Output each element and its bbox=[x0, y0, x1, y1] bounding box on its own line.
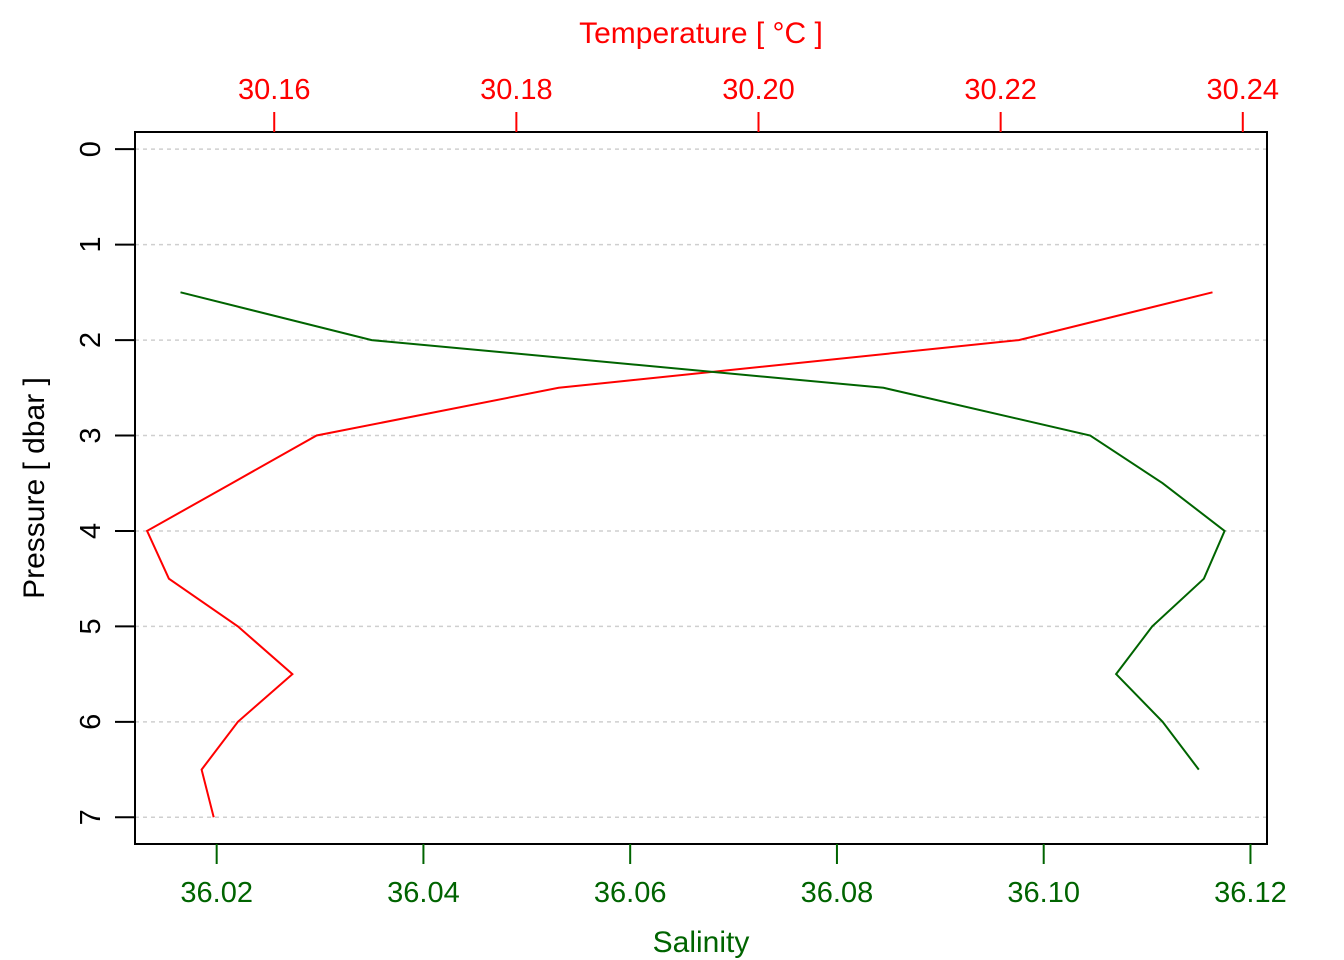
pressure-axis-title: Pressure [ dbar ] bbox=[18, 377, 51, 599]
plot-frame bbox=[134, 131, 1268, 845]
temperature-tick-label-2: 30.20 bbox=[722, 74, 795, 106]
salinity-tick-label-2: 36.06 bbox=[594, 877, 667, 909]
pressure-tick-label-0: 0 bbox=[75, 141, 107, 157]
temperature-tick-label-0: 30.16 bbox=[238, 74, 311, 106]
temperature-tick-label-1: 30.18 bbox=[480, 74, 553, 106]
temperature-axis-title: Temperature [ °C ] bbox=[579, 17, 823, 50]
pressure-tick-label-7: 7 bbox=[75, 809, 107, 825]
salinity-axis-title: Salinity bbox=[653, 926, 750, 959]
pressure-axis: 0 1 2 3 4 5 6 7 bbox=[75, 141, 135, 825]
pressure-tick-label-6: 6 bbox=[75, 714, 107, 730]
salinity-tick-label-1: 36.04 bbox=[387, 877, 460, 909]
temperature-profile-line bbox=[145, 291, 1213, 818]
salinity-tick-label-3: 36.08 bbox=[801, 877, 874, 909]
temperature-tick-label-4: 30.24 bbox=[1206, 74, 1279, 106]
salinity-tick-label-5: 36.12 bbox=[1214, 877, 1287, 909]
pressure-tick-label-4: 4 bbox=[75, 523, 107, 539]
pressure-tick-label-5: 5 bbox=[75, 618, 107, 634]
salinity-axis: 36.02 36.04 36.06 36.08 36.10 36.12 bbox=[180, 844, 1287, 909]
salinity-tick-label-0: 36.02 bbox=[180, 877, 253, 909]
pressure-tick-label-1: 1 bbox=[75, 237, 107, 253]
pressure-tick-label-3: 3 bbox=[75, 427, 107, 443]
grid-lines bbox=[135, 148, 1267, 819]
salinity-profile-line bbox=[180, 291, 1226, 771]
salinity-tick-label-4: 36.10 bbox=[1007, 877, 1080, 909]
series-layer bbox=[145, 291, 1226, 818]
pressure-tick-label-2: 2 bbox=[75, 332, 107, 348]
temperature-tick-label-3: 30.22 bbox=[964, 74, 1037, 106]
temperature-axis: 30.16 30.18 30.20 30.22 30.24 bbox=[238, 74, 1279, 132]
